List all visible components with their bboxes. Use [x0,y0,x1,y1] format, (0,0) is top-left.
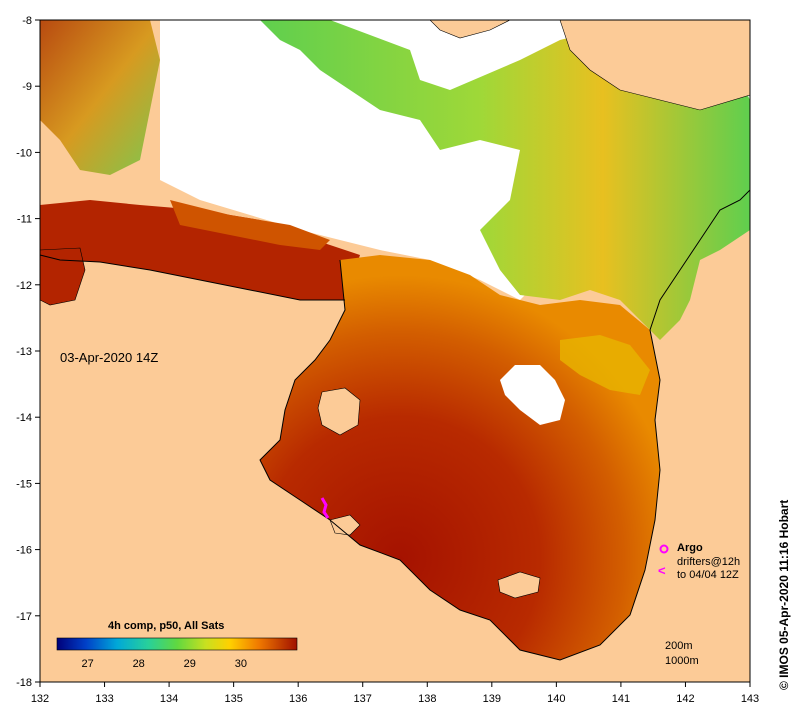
drifters-legend-range: to 04/04 12Z [677,569,739,581]
latitude-axis: -8 -9 -10 -11 -12 -13 -14 -15 -16 -17 -18 [16,15,40,689]
lat-tick-label: -13 [16,346,32,358]
arafura-sea-sst [260,20,750,340]
colorbar-tick-label: 29 [184,658,196,670]
lat-tick-label: -18 [16,677,32,689]
lon-tick-label: 142 [676,693,694,705]
colorbar-tick-label: 27 [82,658,94,670]
gulf-coastline [259,189,751,661]
lon-tick-label: 140 [547,693,565,705]
lat-tick-label: -10 [16,147,32,159]
colorbar-tick-label: 28 [133,658,145,670]
lon-tick-label: 138 [418,693,436,705]
argo-legend-icon [659,544,669,554]
drifter-legend-icon: < [658,563,666,578]
isobath-200m-label: 200m [665,640,693,652]
argo-drifter-track [320,497,330,519]
lat-tick-label: -16 [16,545,32,557]
lat-tick-label: -11 [17,214,32,226]
lon-tick-label: 137 [354,693,372,705]
isobath-1000m-label: 1000m [665,655,699,667]
groote-eylandt-island [317,387,361,436]
colorbar-tick-label: 30 [235,658,247,670]
argo-legend-label: Argo [677,542,703,554]
mornington-island [497,571,541,599]
lon-tick-label: 143 [741,693,759,705]
sir-edward-pellew-islands [329,514,361,536]
north-coastline [39,254,345,301]
lat-tick-label: -8 [22,15,32,27]
gulf-no-data-hole [500,365,565,425]
lon-tick-label: 139 [483,693,501,705]
lon-tick-label: 141 [612,693,630,705]
new-guinea-coast [400,19,751,111]
lon-tick-label: 135 [224,693,242,705]
coastal-strip-sst [40,200,360,300]
coastal-strip-warm-edge [170,200,330,250]
lat-tick-label: -9 [22,81,32,93]
lat-tick-label: -17 [16,611,32,623]
lat-tick-label: -14 [16,412,32,424]
colorbar-axis: 27 28 29 30 [82,658,247,670]
timestamp-label: 03-Apr-2020 14Z [60,350,159,365]
longitude-axis: 132 133 134 135 136 137 138 139 140 141 142 143 [31,682,759,705]
lon-tick-label: 133 [95,693,113,705]
lon-tick-label: 134 [160,693,178,705]
lat-tick-label: -12 [16,280,32,292]
lon-tick-label: 132 [31,693,49,705]
northwest-sst-patch [40,20,160,175]
gulf-yellow-fringe [560,335,650,395]
lat-tick-label: -15 [16,478,32,490]
drifters-legend-label: drifters@12h [677,556,741,568]
colorbar-title: 4h comp, p50, All Sats [108,620,225,632]
lon-tick-label: 136 [289,693,307,705]
colorbar [56,637,298,651]
credit-label: © IMOS 05-Apr-2020 11:16 Hobart [777,499,791,690]
